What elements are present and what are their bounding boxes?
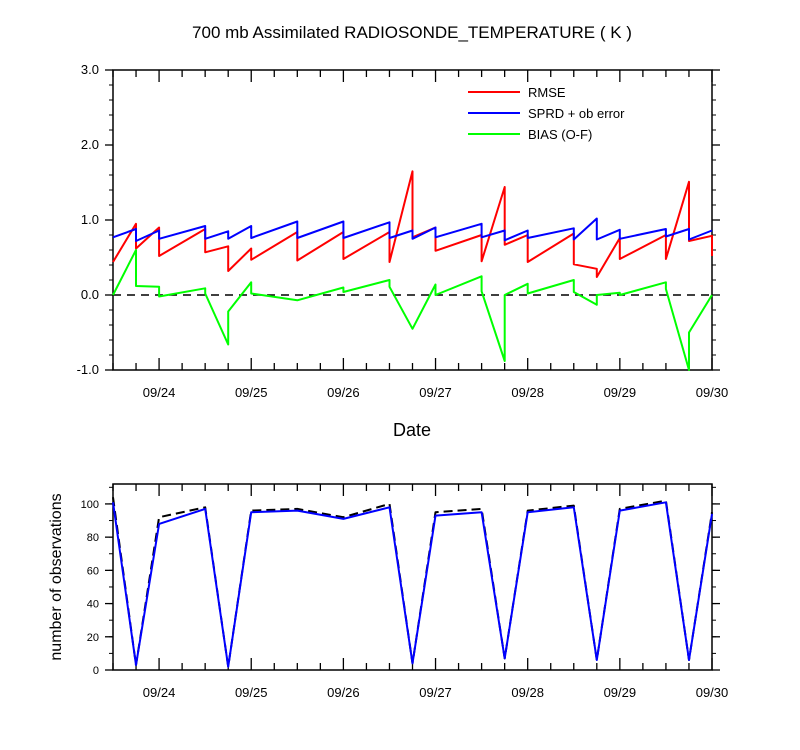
bottom-plot-frame: [112, 483, 713, 671]
bottom-x-tick-label: 09/25: [235, 685, 268, 700]
bottom-y-tick-label: 60: [87, 565, 99, 577]
bottom-x-tick-label: 09/26: [327, 685, 360, 700]
top-panel: 09/24 09/25 09/26 09/27 09/28 09/29 09/30 -1.0 0…: [77, 62, 729, 400]
top-x-tick-label: 09/27: [419, 385, 452, 400]
top-y-tick-label: 1.0: [81, 212, 99, 227]
x-axis-label: Date: [393, 420, 431, 440]
top-x-tick-label: 09/28: [511, 385, 544, 400]
top-x-tick-label: 09/25: [235, 385, 268, 400]
bottom-panel: 09/24 09/25 09/26 09/27 09/28 09/29 09/30 0 20 40…: [81, 483, 729, 700]
top-x-tick-label: 09/24: [143, 385, 176, 400]
chart-title: 700 mb Assimilated RADIOSONDE_TEMPERATUR…: [192, 23, 632, 42]
bottom-series-line-obs_used: [112, 501, 713, 668]
bottom-y-tick-label: 20: [87, 632, 99, 644]
bottom-x-tick-label: 09/28: [511, 685, 544, 700]
y-axis-label-observations: number of observations: [48, 493, 65, 660]
bottom-x-tick-label: 09/27: [419, 685, 452, 700]
top-series-line-bias: [112, 249, 713, 371]
top-x-tick-label: 09/29: [604, 385, 637, 400]
bottom-y-tick-label: 40: [87, 599, 99, 611]
bottom-x-tick-label: 09/30: [696, 685, 729, 700]
top-y-tick-label: -1.0: [77, 362, 99, 377]
legend-label-bias: BIAS (O-F): [528, 127, 592, 142]
bottom-x-tick-label: 09/24: [143, 685, 176, 700]
bottom-x-tick-label: 09/29: [604, 685, 637, 700]
legend-label-spread: SPRD + ob error: [528, 106, 625, 121]
bottom-series-line-obs_possible: [112, 497, 713, 668]
legend-label-rmse: RMSE: [528, 85, 566, 100]
top-series-line-spread: [112, 217, 713, 242]
top-y-tick-label: 0.0: [81, 287, 99, 302]
bottom-y-tick-label: 80: [87, 532, 99, 544]
top-x-tick-label: 09/30: [696, 385, 729, 400]
bottom-y-tick-label: 100: [81, 499, 99, 511]
top-y-tick-label: 2.0: [81, 137, 99, 152]
top-y-tick-label: 3.0: [81, 62, 99, 77]
top-x-tick-label: 09/26: [327, 385, 360, 400]
bottom-y-tick-label: 0: [93, 665, 99, 677]
top-series-line-rmse: [112, 170, 713, 278]
